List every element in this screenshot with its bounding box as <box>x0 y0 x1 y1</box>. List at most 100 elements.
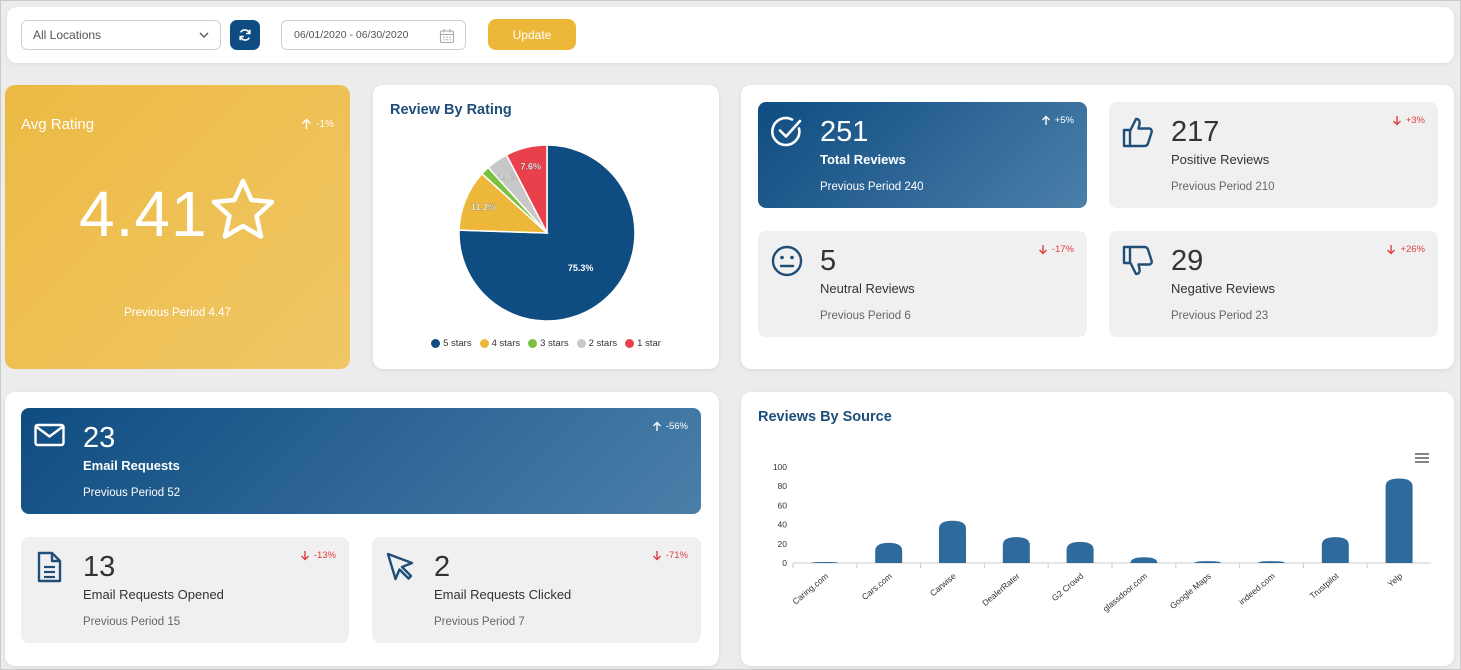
stat-value: 23 <box>83 422 116 454</box>
x-tick-label: glassdoor.com <box>1101 571 1149 614</box>
bar-trustpilot[interactable] <box>1321 537 1349 563</box>
pie-slice-1-star[interactable] <box>505 144 548 234</box>
y-tick-label: 60 <box>778 500 788 510</box>
avg-rating-card: Avg Rating -1% 4.41 Previous Period 4.47 <box>5 85 350 369</box>
stat-change-value: -71% <box>665 550 688 561</box>
stat-value: 251 <box>820 116 869 148</box>
check-circle-icon <box>771 116 802 147</box>
chevron-down-icon <box>199 32 209 38</box>
arrow-down-icon <box>652 551 661 561</box>
legend-item[interactable]: 2 stars <box>576 338 617 349</box>
y-tick-label: 20 <box>778 539 788 549</box>
date-range-value: 06/01/2020 - 06/30/2020 <box>294 29 409 41</box>
stat-email-clicked: 2 Email Requests Clicked Previous Period… <box>372 537 701 643</box>
legend-item[interactable]: 4 stars <box>479 338 521 349</box>
stat-email-opened: 13 Email Requests Opened Previous Period… <box>21 537 349 643</box>
location-select[interactable]: All Locations <box>21 20 221 50</box>
avg-rating-label: Avg Rating <box>21 116 95 133</box>
thumbs-up-icon <box>1122 117 1153 148</box>
stat-total-reviews: 251 Total Reviews Previous Period 240 +5… <box>758 102 1087 208</box>
legend-item[interactable]: 1 star <box>625 338 661 349</box>
stat-change-value: +3% <box>1405 115 1425 126</box>
legend-dot <box>431 339 441 348</box>
y-tick-label: 0 <box>782 558 787 568</box>
reviews-by-source-card: Reviews By Source 0 20 40 60 80 100 Caring.com… <box>741 392 1454 666</box>
stat-positive-reviews: 217 Positive Reviews Previous Period 210… <box>1109 102 1438 208</box>
legend-item[interactable]: 3 stars <box>528 338 569 349</box>
envelope-icon <box>34 423 65 447</box>
review-stats-panel: 251 Total Reviews Previous Period 240 +5… <box>741 85 1454 369</box>
stat-change-value: +5% <box>1054 115 1074 126</box>
stat-change: -17% <box>1038 244 1074 255</box>
neutral-face-icon <box>771 245 803 277</box>
pie-data-label: 4.0% <box>498 172 519 182</box>
stat-label: Positive Reviews <box>1171 152 1270 167</box>
legend-label: 3 stars <box>540 338 569 349</box>
legend-dot <box>528 339 538 348</box>
thumbs-down-icon <box>1122 245 1153 276</box>
y-tick-label: 40 <box>778 520 788 530</box>
arrow-down-icon <box>1387 245 1396 255</box>
arrow-up-icon <box>302 118 312 129</box>
bar-carwise[interactable] <box>939 520 966 563</box>
rating-pie-chart: 75.3% 11.2% 4.0%7.6% <box>458 144 636 322</box>
legend-item[interactable]: 5 stars <box>431 338 472 349</box>
arrow-down-icon <box>300 551 309 561</box>
bar-google-maps[interactable] <box>1194 561 1222 563</box>
review-by-rating-card: Review By Rating 75.3% 11.2% 4.0% 7.6% 5 st… <box>373 85 719 369</box>
stat-label: Total Reviews <box>820 152 906 167</box>
pie-data-label: 75.3% <box>568 263 594 273</box>
refresh-icon <box>239 29 251 41</box>
pie-data-label: 11.2% <box>471 202 496 212</box>
avg-rating-change: -1% <box>301 118 334 130</box>
calendar-icon[interactable] <box>439 28 455 44</box>
stat-change: +26% <box>1386 244 1425 255</box>
star-icon <box>211 178 275 239</box>
bar-glassdoor-com[interactable] <box>1130 557 1158 563</box>
review-by-rating-title: Review By Rating <box>390 102 512 118</box>
stat-label: Email Requests <box>83 458 180 473</box>
stat-change-value: -13% <box>313 550 336 561</box>
legend-dot <box>625 339 635 348</box>
bar-dealerrater[interactable] <box>1002 537 1030 563</box>
source-bar-chart: 0 20 40 60 80 100 Caring.com Cars.com Carwise Dea… <box>773 462 1431 614</box>
y-tick-label: 100 <box>773 462 787 472</box>
bar-g2-crowd[interactable] <box>1066 541 1094 563</box>
filter-bar: All Locations 06/01/2020 - 06/30/2020 Up… <box>7 7 1454 63</box>
stat-previous: Previous Period 7 <box>434 616 525 628</box>
chart-menu-icon[interactable] <box>1414 452 1430 464</box>
stat-previous: Previous Period 6 <box>820 310 911 322</box>
x-tick-label: Trustpilot <box>1308 570 1341 600</box>
stat-change: -13% <box>300 550 336 561</box>
arrow-down-icon <box>1392 116 1401 126</box>
stat-email-requests: 23 Email Requests Previous Period 52 -56… <box>21 408 701 514</box>
avg-rating-previous: Previous Period 4.47 <box>124 307 231 319</box>
update-button[interactable]: Update <box>488 19 576 50</box>
stat-label: Neutral Reviews <box>820 281 915 296</box>
avg-rating-change-value: -1% <box>316 118 334 130</box>
reviews-by-source-title: Reviews By Source <box>758 409 892 425</box>
stat-value: 217 <box>1171 116 1220 148</box>
stat-change-value: -17% <box>1051 244 1074 255</box>
bar-caring-com[interactable] <box>811 562 839 563</box>
bar-indeed-com[interactable] <box>1258 561 1285 563</box>
location-select-value: All Locations <box>33 28 102 42</box>
legend-label: 4 stars <box>491 338 521 349</box>
x-tick-label: Carwise <box>928 571 958 599</box>
x-tick-label: DealerRater <box>980 571 1022 608</box>
stat-change: +3% <box>1392 115 1425 126</box>
refresh-button[interactable] <box>230 20 260 50</box>
rating-legend: 5 stars 4 stars 3 stars 2 stars 1 star <box>373 338 719 349</box>
date-range-input[interactable]: 06/01/2020 - 06/30/2020 <box>281 20 466 50</box>
y-tick-label: 80 <box>778 481 788 491</box>
x-tick-label: Caring.com <box>790 571 830 607</box>
document-icon <box>37 551 62 583</box>
stat-previous: Previous Period 210 <box>1171 181 1275 193</box>
legend-label: 5 stars <box>443 338 472 349</box>
x-tick-label: Yelp <box>1386 571 1405 589</box>
stat-previous: Previous Period 240 <box>820 181 924 193</box>
legend-dot <box>479 339 489 348</box>
bar-yelp[interactable] <box>1385 478 1413 563</box>
bar-cars-com[interactable] <box>875 542 903 563</box>
stat-negative-reviews: 29 Negative Reviews Previous Period 23 +… <box>1109 231 1438 337</box>
